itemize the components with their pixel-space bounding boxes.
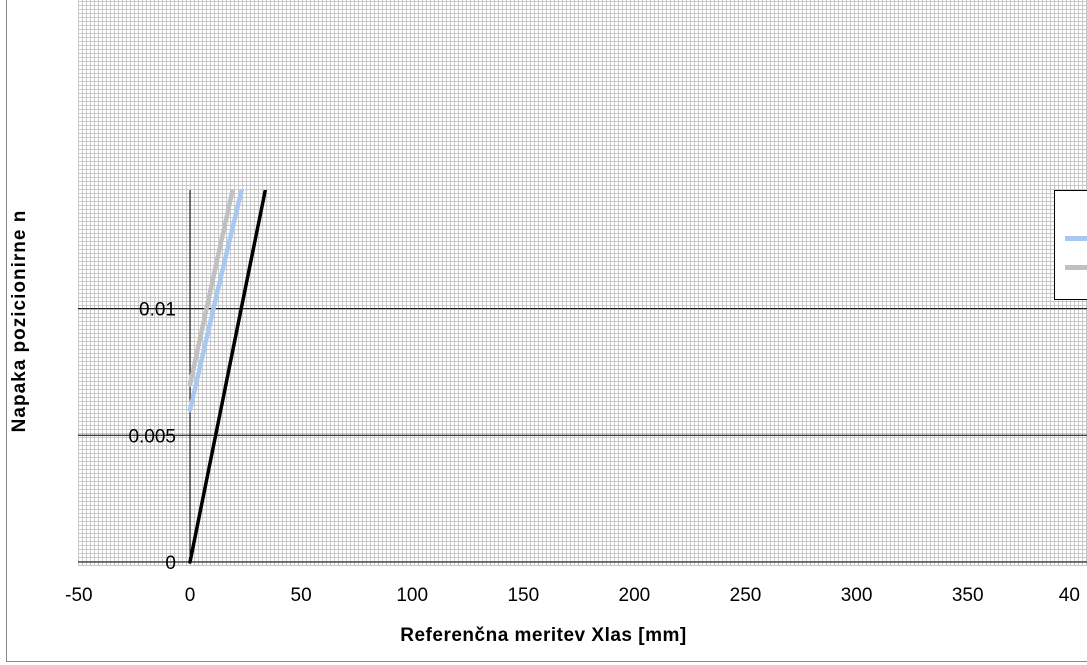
x-tick-label: 40 (1059, 585, 1080, 606)
x-tick-label: 150 (507, 585, 539, 606)
plot-area (78, 190, 1087, 566)
x-tick-label: 300 (841, 585, 873, 606)
x-axis-title: Referenčna meritev Xlas [mm] (400, 625, 687, 646)
x-tick-label: 100 (396, 585, 428, 606)
y-axis-title: Napaka pozicionirne n (9, 209, 30, 433)
y-tick-label: 0.01 (139, 300, 176, 321)
x-tick-label: 250 (730, 585, 762, 606)
legend-swatch-1 (1065, 236, 1087, 241)
hatched-background (78, 0, 1087, 190)
y-tick-label: 0 (165, 553, 176, 574)
x-tick-label: 50 (291, 585, 312, 606)
legend-swatch-2 (1065, 265, 1087, 270)
legend (1054, 190, 1087, 300)
x-tick-label: 350 (952, 585, 984, 606)
x-tick-label: -50 (65, 585, 92, 606)
y-tick-label: 0.005 (128, 426, 176, 447)
x-tick-label: 0 (185, 585, 196, 606)
x-tick-label: 200 (619, 585, 651, 606)
